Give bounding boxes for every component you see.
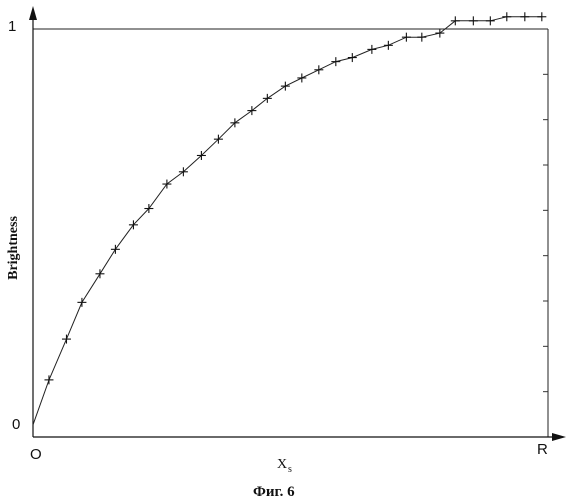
data-point	[77, 298, 86, 307]
data-point	[435, 29, 444, 38]
data-point	[417, 33, 426, 42]
data-point	[62, 335, 71, 344]
y-tick-label-bottom: 0	[12, 416, 20, 433]
x-tick-label-origin: O	[30, 446, 42, 463]
data-point	[469, 16, 478, 25]
data-point	[451, 16, 460, 25]
data-point	[111, 245, 120, 254]
data-point	[247, 106, 256, 115]
data-point	[367, 45, 376, 54]
y-axis-arrow	[29, 6, 37, 20]
data-point	[520, 12, 529, 21]
x-tick-label-end: R	[537, 441, 548, 458]
data-point	[502, 12, 511, 21]
data-point	[162, 180, 171, 189]
data-point	[348, 53, 357, 62]
y-axis-label: Brightness	[6, 216, 21, 280]
data-point-markers	[44, 12, 546, 384]
x-axis-label-subscript: s	[288, 464, 292, 475]
data-point	[314, 65, 323, 74]
data-point	[537, 12, 546, 21]
brightness-curve	[33, 17, 542, 425]
chart-axes	[29, 6, 566, 441]
data-point	[331, 57, 340, 66]
y-axis-ticks	[543, 74, 548, 391]
x-axis-label: X	[277, 457, 287, 472]
data-point	[486, 16, 495, 25]
figure-caption: Фиг. 6	[253, 484, 295, 500]
data-point	[297, 73, 306, 82]
data-point	[44, 375, 53, 384]
chart-frame	[33, 29, 548, 437]
x-axis-arrow	[552, 433, 566, 441]
data-point	[281, 82, 290, 91]
data-point	[95, 269, 104, 278]
y-tick-label-top: 1	[8, 18, 16, 35]
curve-line	[33, 17, 542, 425]
data-point	[402, 33, 411, 42]
data-point	[384, 41, 393, 50]
